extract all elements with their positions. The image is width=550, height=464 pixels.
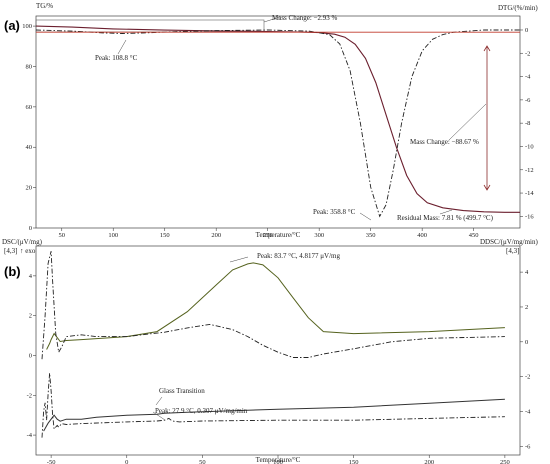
chart-b-yright-tick-label: -2 (525, 374, 530, 381)
chart-a-xtick-label: 400 (417, 232, 427, 239)
chart-b-series-2-line (43, 398, 505, 432)
chart-a-arrowheads (483, 45, 491, 191)
chart-a-yleft-tick-label: 40 (26, 144, 33, 151)
chart-a-yright-tick-label: -14 (525, 190, 534, 197)
chart-b-leader-glass (155, 396, 163, 406)
panel-label-a: (a) (4, 18, 20, 33)
chart-a-leader-residual (439, 209, 453, 215)
chart-b-xtick-label: 50 (199, 459, 206, 464)
chart-b-leader-peak-bottom (152, 411, 166, 421)
chart-b-xtick-label: 150 (349, 459, 359, 464)
chart-b-xtick-label: 100 (273, 459, 283, 464)
chart-a-leader-peak-2 (359, 212, 372, 221)
chart-b-yright-tick-label: -4 (525, 408, 531, 415)
chart-a-leader-peak-1 (117, 39, 127, 55)
chart-a: TG/% DTG/(%/min) 50 100 150 200 250 300 350 400… (22, 2, 538, 239)
chart-b-series-3-line (41, 373, 505, 438)
chart-b-xtick-label: -50 (47, 459, 56, 464)
chart-b-annotation-glass: Glass Transition (159, 387, 205, 395)
chart-a-xtick-label: 350 (366, 232, 376, 239)
chart-b-xtick-label: 250 (500, 459, 510, 464)
chart-b-axes-group: -50 0 50 100 150 200 250 4 2 0 -2 -4 4 2 0 -2 -4 -6 (27, 269, 532, 464)
chart-b-yleft-tick-label: 0 (29, 352, 32, 359)
chart-b-series-0-line (46, 262, 505, 350)
chart-a-yleft-tick-label: 60 (26, 104, 33, 111)
chart-b-yleft-tick-label: 2 (29, 313, 32, 320)
chart-a-annotation-residual: Residual Mass: 7.81 % (499.7 °C) (397, 214, 494, 222)
chart-a-yleft-tick-label: 80 (26, 63, 33, 70)
chart-a-ylabel-left: TG/% (36, 2, 53, 10)
panel-label-b: (b) (4, 264, 21, 279)
chart-a-annotation-mass-change-1: Mass Change: −2.93 % (272, 14, 338, 22)
chart-a-series-group (35, 25, 520, 218)
chart-a-yright-tick-label: -8 (525, 120, 530, 127)
chart-a-yleft-tick-label: 20 (26, 185, 33, 192)
chart-b-ylabel-left-sub: [4,3] (4, 247, 17, 255)
chart-a-annotation-mass-change-2: Mass Change: −88.67 % (410, 138, 479, 146)
chart-a-xtick-label: 450 (469, 232, 479, 239)
chart-b-xtick-label: 200 (424, 459, 434, 464)
chart-a-xtick-label: 250 (263, 232, 273, 239)
chart-a-yleft-tick-label: 100 (22, 23, 32, 30)
chart-a-plot-frame (35, 15, 521, 229)
chart-a-yright-tick-label: -4 (525, 74, 531, 81)
chart-a-series-0-line (35, 25, 520, 213)
chart-b-exo-label: ↑ exo (20, 247, 36, 255)
chart-a-yright-tick-label: 0 (525, 27, 528, 34)
chart-b-ylabel-right-sub: [4,3] (506, 247, 519, 255)
chart-a-yright-tick-label: -10 (525, 143, 534, 150)
chart-a-yright-tick-label: -2 (525, 50, 530, 57)
chart-b-xlabel: Temperature/°C (256, 456, 301, 464)
chart-a-yright-tick-label: -6 (525, 97, 531, 104)
chart-a-ylabel-right: DTG/(%/min) (498, 4, 538, 12)
chart-b-yleft-tick-label: 4 (29, 273, 33, 280)
chart-b-yleft-tick-label: -4 (27, 432, 33, 439)
chart-b-ylabel-right: DDSC/(μV/mg/min) (480, 238, 538, 246)
chart-b-annotation-peak-top: Peak: 83.7 °C, 4.8177 μV/mg (257, 252, 340, 260)
chart-a-annotation-peak-1: Peak: 108.8 °C (95, 54, 138, 62)
chart-a-leader-mass-change-1 (263, 16, 281, 23)
chart-a-xtick-label: 200 (211, 232, 221, 239)
chart-b-ylabel-left: DSC/(μV/mg) (2, 238, 43, 246)
chart-b-series-group (41, 251, 505, 438)
chart-b-leader-peak-top (229, 256, 249, 263)
chart-b-yright-tick-label: 4 (525, 269, 529, 276)
chart-b-series-1-line (41, 251, 505, 360)
chart-a-xlabel: Temperature/°C (256, 231, 301, 239)
chart-b-xtick-label: 0 (125, 459, 128, 464)
chart-b-yleft-tick-label: -2 (27, 392, 32, 399)
chart-a-yleft-tick-label: 0 (29, 225, 32, 232)
chart-a-axes-group: 50 100 150 200 250 300 350 400 450 0 20 40 60 80 100 0 -… (22, 23, 534, 239)
chart-b-yright-tick-label: 2 (525, 304, 528, 311)
chart-a-yright-tick-label: -12 (525, 167, 534, 174)
chart-a-xtick-label: 300 (314, 232, 324, 239)
chart-b: DSC/(μV/mg) [4,3] ↑ exo DDSC/(μV/mg/min)… (2, 238, 538, 464)
chart-a-yright-tick-label: -16 (525, 213, 534, 220)
chart-a-xtick-label: 100 (108, 232, 118, 239)
chart-a-xtick-label: 50 (58, 232, 65, 239)
chart-a-xtick-label: 150 (160, 232, 170, 239)
chart-b-yright-tick-label: 0 (525, 339, 528, 346)
chart-b-yright-tick-label: -6 (525, 443, 531, 450)
chart-a-annotation-peak-2: Peak: 358.8 °C (313, 208, 356, 216)
chart-a-leader-mass-change-2 (448, 103, 487, 141)
chart-b-annotation-peak-bottom: Peak: 27.9 °C, 0.307 μV/mg/min (155, 407, 248, 415)
